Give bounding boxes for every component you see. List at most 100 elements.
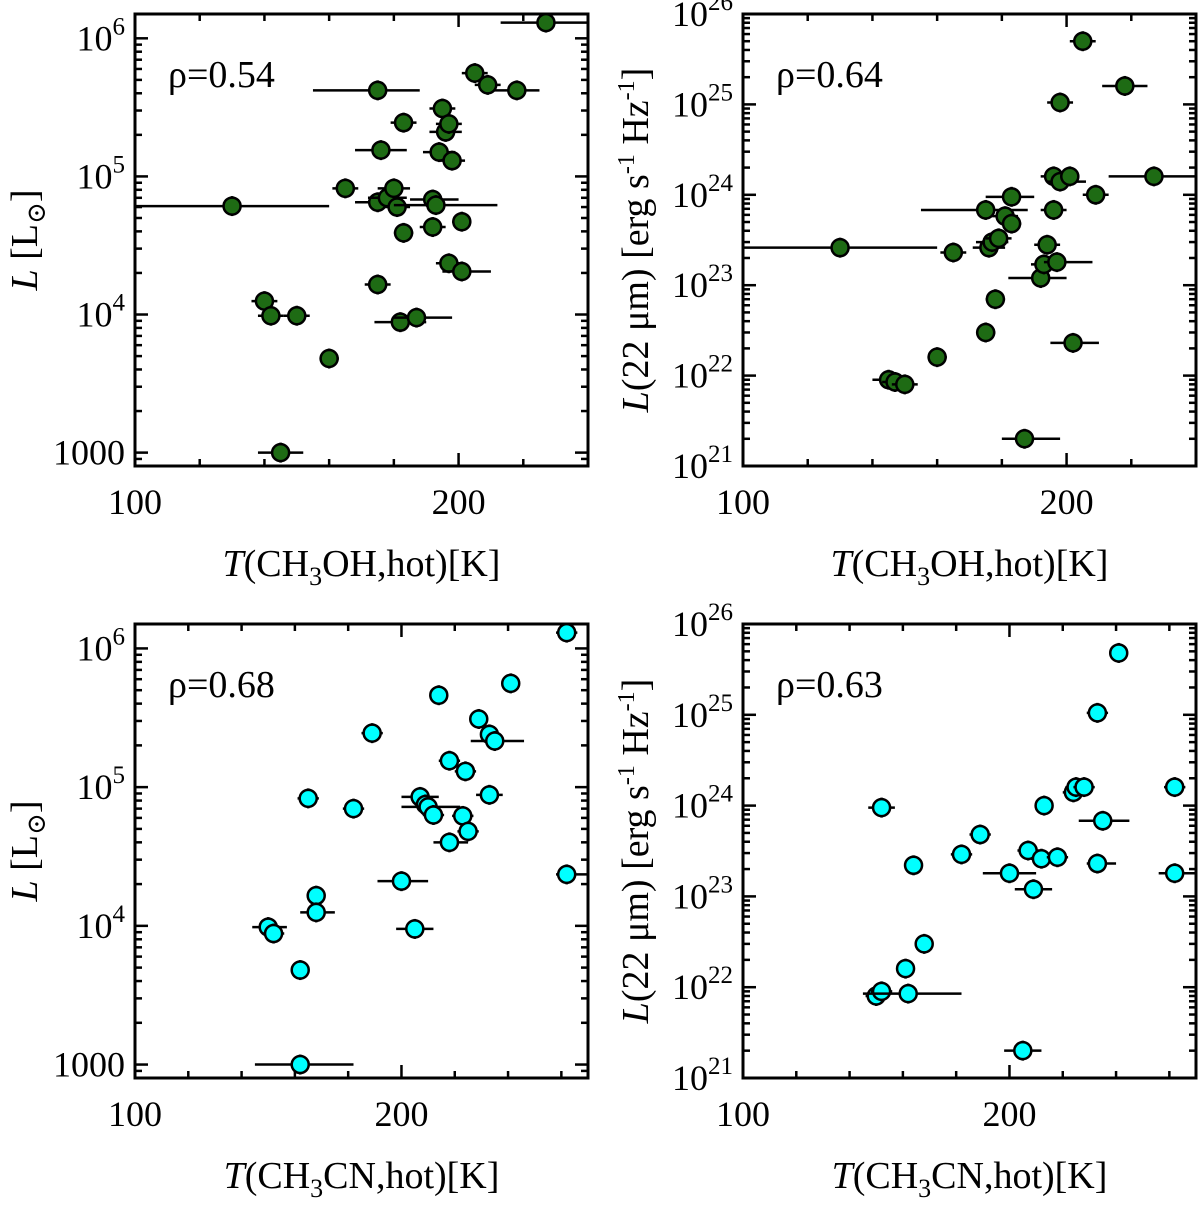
x-tick-label: 100 [716, 482, 770, 522]
data-point [335, 178, 356, 199]
data-point [479, 785, 500, 805]
y-tick-label: 106 [77, 623, 126, 668]
data-point [468, 709, 489, 729]
data-point [500, 673, 521, 694]
data-point [442, 150, 462, 171]
data-point [263, 923, 284, 944]
data-point [536, 14, 556, 33]
data-point [1164, 863, 1185, 883]
y-axis-label: L [L⊙] [4, 190, 51, 292]
data-point [1001, 213, 1022, 234]
data-point [1047, 847, 1068, 867]
y-tick-label: 105 [77, 762, 126, 807]
data-point [452, 261, 472, 282]
data-point [387, 197, 407, 217]
data-point [1087, 703, 1108, 723]
data-point [458, 821, 478, 842]
plot-frame [133, 622, 590, 1080]
data-point [371, 140, 391, 160]
data-point [343, 798, 364, 819]
x-axis-label: T(CH3OH,hot)[K] [223, 543, 501, 591]
data-point [927, 347, 947, 367]
data-point [988, 228, 1009, 249]
data-point [290, 1054, 310, 1075]
panel-top-left: 100 200 1000 104 105 106 T(CH3OH,hot)[K] L [L⊙]… [4, 12, 590, 591]
plot-frame [133, 12, 590, 468]
data-point [452, 211, 472, 232]
data-point [999, 863, 1020, 883]
data-point [306, 885, 326, 906]
data-point [390, 312, 411, 332]
x-tick-label: 200 [374, 1094, 428, 1134]
data-point [975, 322, 996, 343]
data-point [895, 958, 916, 979]
y-tick-label: 1000 [53, 1045, 125, 1085]
data-point [1164, 777, 1185, 797]
data-point [270, 442, 291, 463]
x-tick-label: 100 [716, 1094, 770, 1134]
correlation-label: ρ=0.63 [776, 664, 883, 706]
y-tick-label: 106 [77, 13, 126, 58]
y-tick-label: 1023 [672, 260, 733, 305]
data-point [367, 274, 388, 295]
data-point [943, 242, 964, 263]
x-axis-label: T(CH3CN,hot)[K] [832, 1155, 1108, 1203]
y-axis-label: L(22 μm) [erg s-1 Hz-1] [614, 679, 657, 1025]
x-axis-label: T(CH3OH,hot)[K] [831, 543, 1109, 591]
data-point [1108, 643, 1129, 663]
data-point [1060, 166, 1080, 187]
correlation-label: ρ=0.54 [168, 54, 275, 96]
data-point [1074, 777, 1094, 797]
y-axis-label: L(22 μm) [erg s-1 Hz-1] [614, 68, 657, 414]
data-point [830, 237, 850, 258]
data-point [1063, 333, 1083, 353]
data-point [405, 919, 425, 939]
data-point [1031, 848, 1052, 869]
data-point [1092, 811, 1113, 831]
y-tick-label: 1024 [672, 170, 734, 215]
data-point [455, 761, 476, 782]
data-point [484, 731, 505, 751]
data-point [556, 864, 577, 885]
data-point [465, 63, 485, 83]
y-tick-label: 104 [77, 901, 126, 946]
data-point [1085, 185, 1106, 205]
data-point [1115, 76, 1135, 96]
x-tick-label: 100 [108, 1094, 162, 1134]
data-point [895, 374, 915, 395]
data-points [135, 14, 588, 463]
x-axis-label: T(CH3CN,hot)[K] [224, 1155, 500, 1203]
y-tick-label: 1022 [672, 351, 733, 396]
data-point [422, 217, 443, 237]
x-tick-label: 200 [1040, 482, 1094, 522]
y-tick-label: 1026 [672, 599, 733, 644]
data-point [1087, 853, 1108, 874]
y-tick-label: 1025 [672, 79, 733, 124]
data-point [391, 871, 412, 891]
y-tick-label: 1026 [672, 0, 733, 34]
data-point [406, 307, 427, 328]
data-point [898, 983, 918, 1004]
data-point [298, 788, 318, 809]
data-point [1037, 235, 1057, 255]
data-point [429, 685, 449, 705]
data-point [287, 305, 307, 326]
data-point [903, 855, 924, 876]
data-point [290, 960, 310, 980]
y-axis-label: L [L⊙] [4, 801, 51, 903]
panel-bottom-right: 100 200 1021 1022 1023 1024 1025 1026 T(CH3CN,ho… [614, 599, 1198, 1203]
data-point [393, 112, 414, 133]
data-point [306, 902, 326, 923]
plot-frame [741, 622, 1198, 1080]
data-point [426, 195, 446, 215]
panel-bottom-left: 100 200 1000 104 105 106 T(CH3CN,hot)[K] L [L⊙]… [4, 622, 590, 1203]
x-tick-label: 200 [982, 1094, 1036, 1134]
data-point [1073, 31, 1093, 51]
data-point [1043, 200, 1064, 220]
data-point [384, 178, 404, 199]
data-point [1047, 252, 1067, 272]
data-point [261, 305, 281, 326]
data-point [222, 196, 242, 216]
y-tick-label: 1024 [672, 781, 734, 826]
